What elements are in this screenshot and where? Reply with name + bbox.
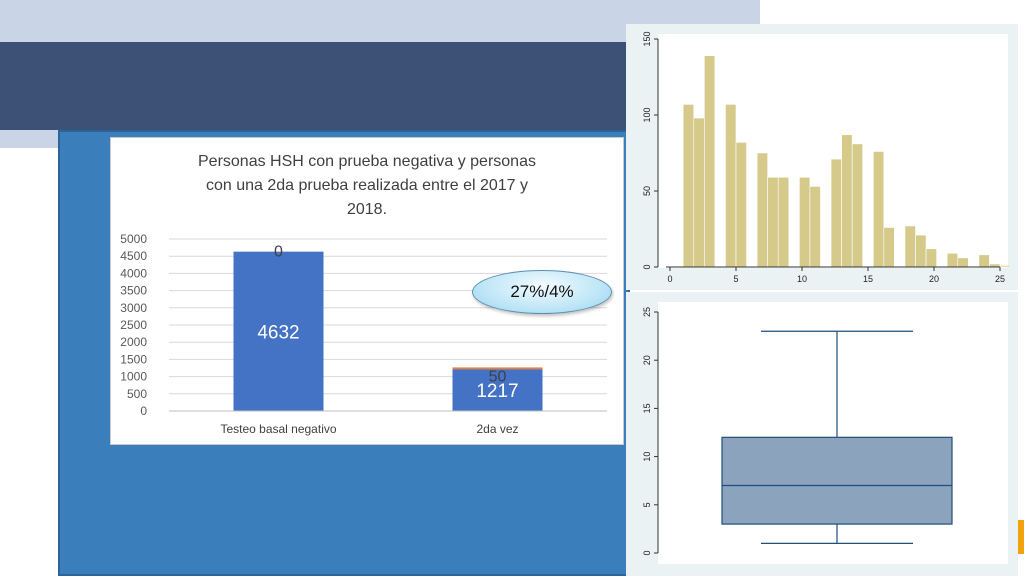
histogram-bar bbox=[851, 143, 864, 268]
bar-segment bbox=[233, 251, 324, 411]
chart-title-line-2: con una 2da prueba realizada entre el 20… bbox=[205, 177, 528, 194]
plot-area bbox=[658, 302, 1008, 564]
histogram-bar bbox=[999, 265, 1011, 268]
histogram-bar bbox=[777, 177, 790, 268]
y-tick-label: 500 bbox=[127, 387, 147, 401]
iqr-box bbox=[721, 436, 953, 525]
percentage-callout: 27%/4% bbox=[472, 270, 612, 314]
histogram-chart: 0 5 10 15 20 25 0 50 100 150 bbox=[642, 31, 1011, 284]
chart-title-line-1: Personas HSH con prueba negativa y perso… bbox=[198, 153, 536, 170]
histogram-bar bbox=[957, 257, 969, 268]
x-tick-label: 5 bbox=[733, 274, 738, 284]
x-tick-label: 2da vez bbox=[476, 422, 518, 436]
y-tick-label: 20 bbox=[642, 355, 652, 365]
y-tick-label: 25 bbox=[642, 307, 652, 317]
bar-chart: 0500100015002000250030003500400045005000… bbox=[120, 232, 607, 436]
y-tick-label: 3500 bbox=[120, 284, 147, 298]
histogram-bar bbox=[925, 248, 937, 268]
histogram-bar bbox=[809, 186, 821, 268]
histogram-panel: 0 5 10 15 20 25 0 50 100 150 bbox=[626, 24, 1018, 290]
histogram-bar bbox=[767, 177, 779, 268]
y-tick-label: 4500 bbox=[120, 249, 147, 263]
bar-segment bbox=[452, 367, 543, 370]
y-tick-label: 1500 bbox=[120, 352, 147, 366]
y-tick-label: 1000 bbox=[120, 370, 147, 384]
y-tick-label: 2500 bbox=[120, 318, 147, 332]
y-tick-label: 0 bbox=[140, 404, 147, 418]
boxplot-chart: 0 5 10 15 20 25 bbox=[642, 302, 1008, 564]
boxplot-panel: 0 5 10 15 20 25 bbox=[626, 292, 1018, 576]
histogram-bar bbox=[830, 158, 842, 268]
chart-title: Personas HSH con prueba negativa y perso… bbox=[111, 150, 623, 222]
slide-accent-bar bbox=[1016, 520, 1024, 554]
y-tick-label: 150 bbox=[642, 31, 652, 46]
x-tick-label: 20 bbox=[929, 274, 939, 284]
y-tick-label: 0 bbox=[642, 264, 652, 269]
x-tick-label: 25 bbox=[995, 274, 1005, 284]
x-tick-label: 10 bbox=[797, 274, 807, 284]
histogram-bar bbox=[725, 104, 737, 268]
histogram-bar bbox=[883, 227, 895, 268]
histogram-bar bbox=[693, 117, 705, 268]
histogram-bar bbox=[841, 134, 853, 268]
y-tick-label: 3000 bbox=[120, 301, 147, 315]
y-tick-label: 4000 bbox=[120, 266, 147, 280]
histogram-bar bbox=[799, 177, 811, 268]
histogram-bar bbox=[682, 104, 695, 268]
data-label: 50 bbox=[489, 368, 507, 385]
x-tick-label: 0 bbox=[667, 274, 672, 284]
histogram-bar bbox=[946, 253, 959, 268]
bar-segment bbox=[452, 369, 543, 411]
y-tick-label: 100 bbox=[642, 107, 652, 122]
x-tick-label: Testeo basal negativo bbox=[220, 422, 336, 436]
y-tick-label: 15 bbox=[642, 403, 652, 413]
data-label: 1217 bbox=[476, 381, 518, 402]
y-tick-label: 2000 bbox=[120, 335, 147, 349]
data-label: 0 bbox=[274, 244, 283, 261]
histogram-bar bbox=[872, 151, 885, 268]
y-tick-label: 10 bbox=[642, 452, 652, 462]
y-tick-label: 50 bbox=[642, 186, 652, 196]
slide-light-strip bbox=[0, 130, 60, 148]
histogram-bar bbox=[904, 225, 916, 268]
y-tick-label: 5000 bbox=[120, 232, 147, 246]
histogram-bar bbox=[978, 254, 990, 268]
chart-title-line-3: 2018. bbox=[346, 201, 388, 218]
y-tick-label: 0 bbox=[642, 550, 652, 555]
histogram-bar bbox=[915, 234, 927, 268]
x-tick-label: 15 bbox=[863, 274, 873, 284]
y-tick-label: 5 bbox=[642, 502, 652, 507]
histogram-bar bbox=[756, 152, 768, 268]
histogram-bar bbox=[704, 55, 716, 268]
histogram-bar bbox=[735, 142, 747, 268]
data-label: 4632 bbox=[257, 322, 299, 343]
